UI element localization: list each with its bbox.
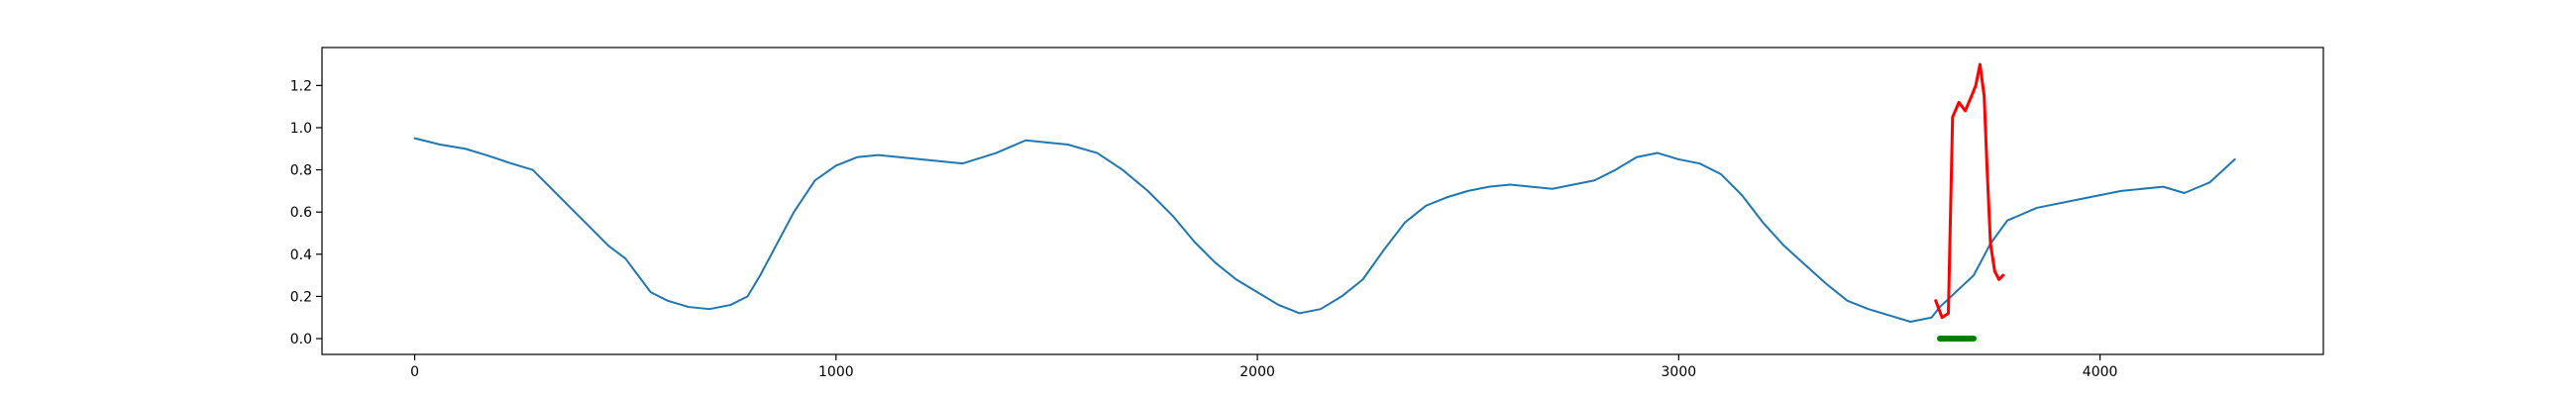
x-tick-label: 1000 [818, 364, 854, 380]
y-tick-label: 0.8 [290, 163, 312, 179]
y-tick-label: 1.2 [290, 78, 312, 94]
x-tick-label: 4000 [2083, 364, 2118, 380]
tick-layer: 0 1000 2000 3000 4000 0.0 0.2 0.4 0.6 0.8 1.0 1.2 [290, 78, 2118, 380]
axes-frame [321, 47, 2324, 355]
y-tick-label: 1.0 [290, 121, 312, 137]
series-line-1 [413, 137, 2236, 323]
y-tick-label: 0.2 [290, 289, 312, 305]
series-layer [413, 62, 2236, 343]
y-tick-label: 0.6 [290, 205, 312, 221]
series-line-2 [1934, 62, 2005, 320]
y-tick-label: 0.4 [290, 248, 312, 263]
x-tick-label: 3000 [1662, 364, 1697, 380]
y-tick-label: 0.0 [290, 332, 312, 347]
x-tick-label: 0 [410, 364, 419, 380]
x-tick-label: 2000 [1239, 364, 1275, 380]
